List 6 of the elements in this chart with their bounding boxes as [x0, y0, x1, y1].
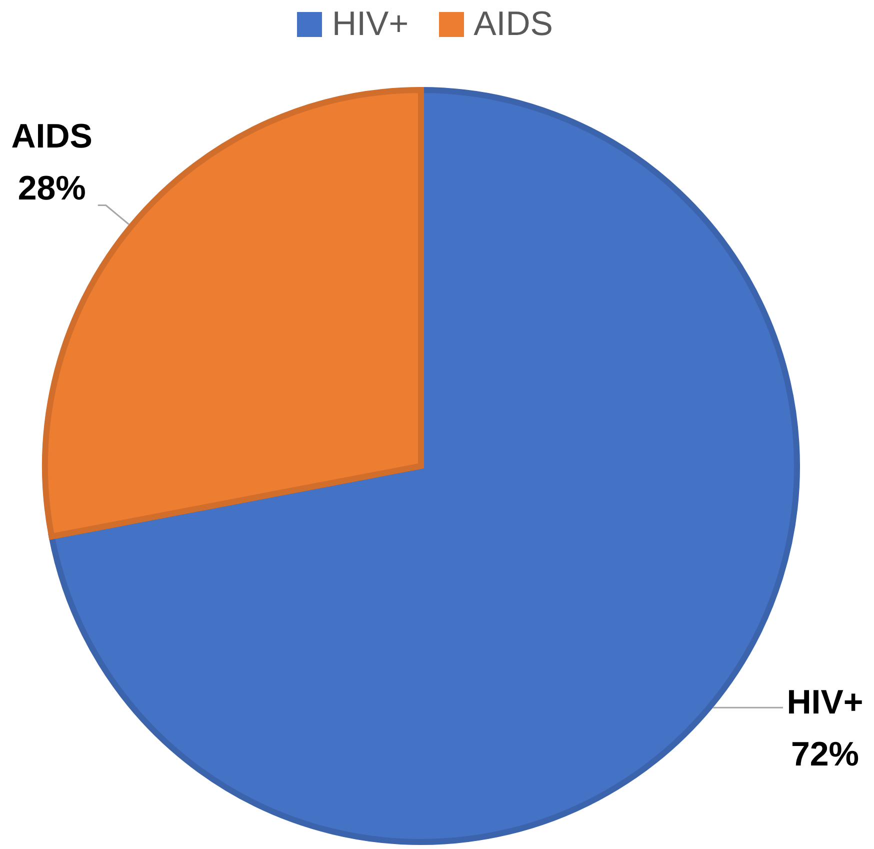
data-label: 28% [18, 169, 86, 208]
legend-label: AIDS [474, 4, 553, 44]
slice-label: AIDS [11, 117, 92, 156]
legend-label: HIV+ [332, 4, 409, 44]
slice-label: HIV+ [786, 684, 864, 722]
data-label: 72% [790, 736, 860, 774]
